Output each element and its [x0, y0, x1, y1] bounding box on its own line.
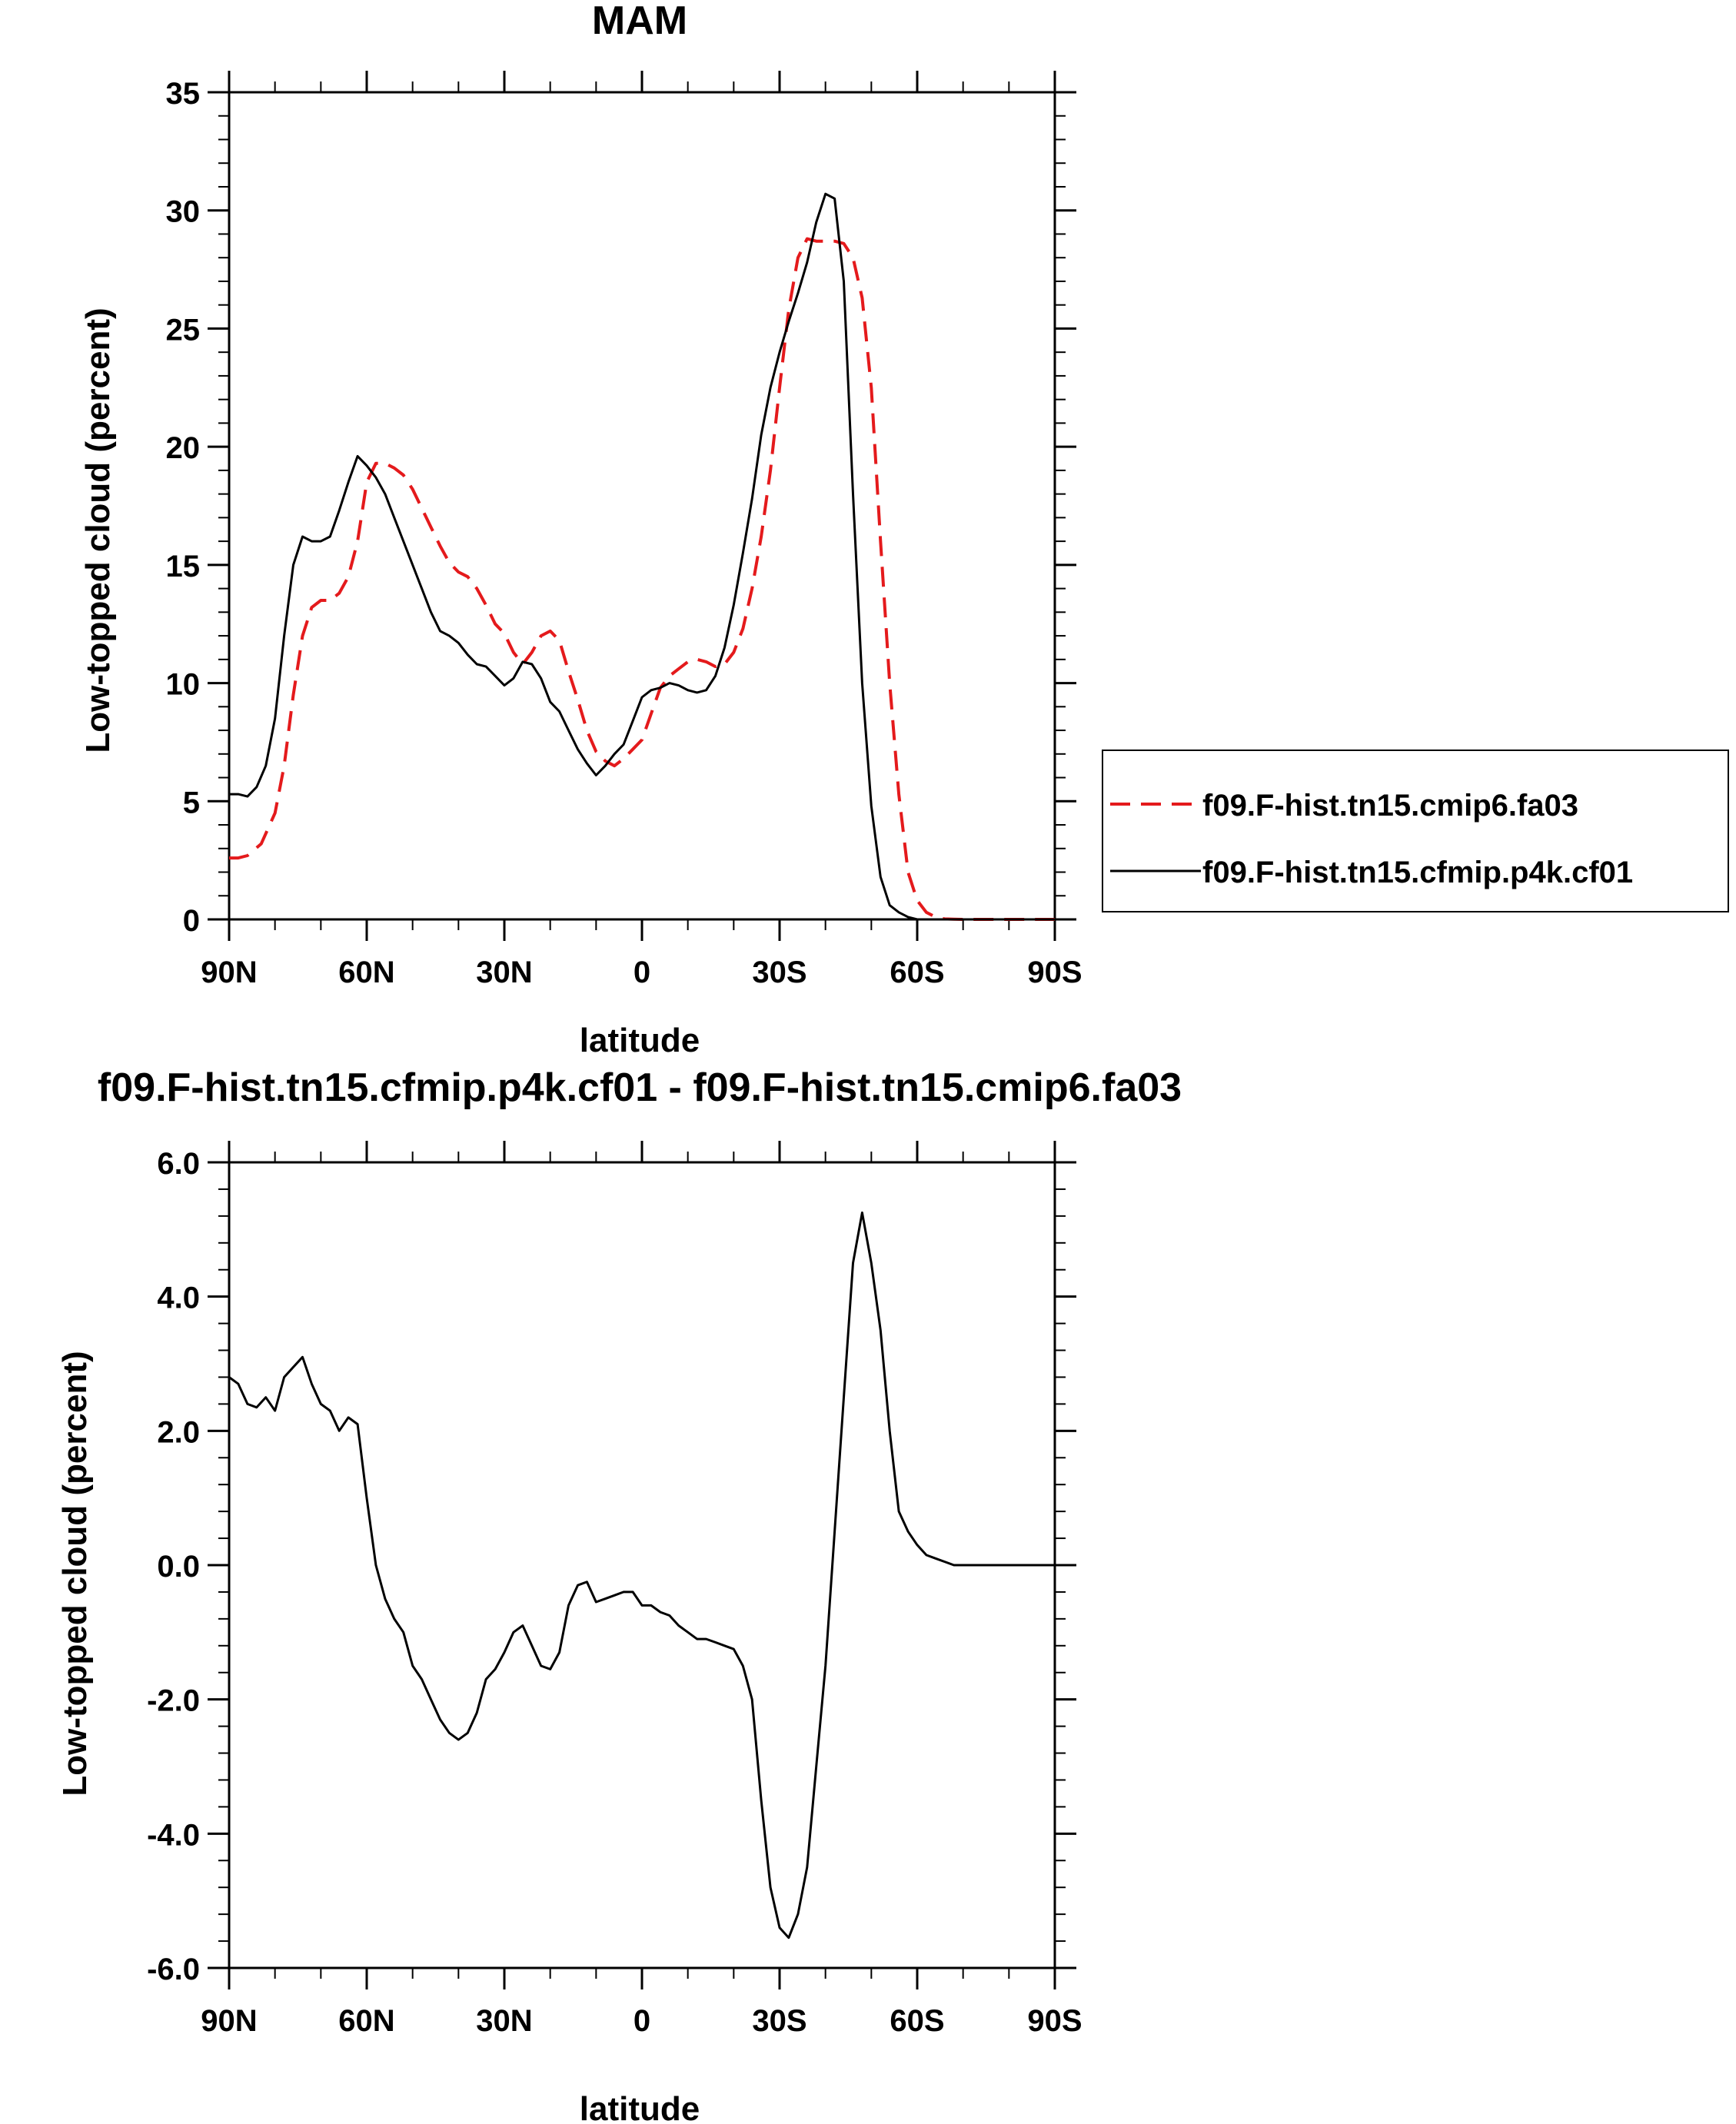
- bottom-y-tick-label: -4.0: [147, 1818, 200, 1852]
- legend-box: [1102, 750, 1729, 912]
- top-y-tick-label: 20: [166, 431, 201, 465]
- top-chart-axes: [208, 71, 1076, 941]
- top-x-axis-label: latitude: [580, 1022, 700, 1059]
- top-y-tick-label: 10: [166, 668, 201, 702]
- top-chart: MAM 90N 60N 30N 0 30S 60S 90S 0 5 10 15 20 25 30 35 l…: [79, 0, 1729, 1059]
- top-x-tick-label: 90S: [1027, 956, 1082, 989]
- bottom-y-tick-label: -2.0: [147, 1684, 200, 1718]
- bottom-x-tick-label: 90N: [201, 2004, 257, 2038]
- bottom-chart-title: f09.F-hist.tn15.cfmip.p4k.cf01 - f09.F-h…: [98, 1065, 1182, 1110]
- top-y-tick-label: 5: [183, 786, 200, 819]
- bottom-y-tick-label: 2.0: [157, 1415, 200, 1449]
- top-x-tick-label: 30N: [476, 956, 532, 989]
- top-series-line-0: [229, 237, 1055, 921]
- top-x-tick-label: 30S: [752, 956, 806, 989]
- top-y-axis-label: Low-topped cloud (percent): [79, 307, 117, 753]
- bottom-chart: f09.F-hist.tn15.cfmip.p4k.cf01 - f09.F-h…: [56, 1065, 1182, 2124]
- top-x-tick-label: 60N: [338, 956, 394, 989]
- bottom-y-tick-label: -6.0: [147, 1953, 200, 1986]
- bottom-chart-axes: [208, 1141, 1076, 1989]
- top-y-tick-label: 15: [166, 550, 201, 583]
- bottom-x-tick-label: 90S: [1027, 2004, 1082, 2038]
- top-x-tick-label: 0: [634, 956, 650, 989]
- top-x-tick-label: 60S: [890, 956, 944, 989]
- bottom-y-tick-label: 0.0: [157, 1550, 200, 1584]
- top-x-tick-label: 90N: [201, 956, 257, 989]
- top-x-tick-labels: 90N 60N 30N 0 30S 60S 90S: [201, 956, 1082, 989]
- bottom-x-tick-label: 30N: [476, 2004, 532, 2038]
- top-y-tick-label: 25: [166, 313, 201, 347]
- top-chart-series: [229, 192, 1055, 921]
- bottom-x-tick-label: 30S: [752, 2004, 806, 2038]
- top-y-tick-label: 35: [166, 77, 201, 111]
- top-y-tick-labels: 0 5 10 15 20 25 30 35: [166, 77, 201, 938]
- bottom-y-tick-labels: -6.0 -4.0 -2.0 0.0 2.0 4.0 6.0: [147, 1147, 200, 1986]
- bottom-x-tick-labels: 90N 60N 30N 0 30S 60S 90S: [201, 2004, 1082, 2038]
- bottom-x-tick-label: 60N: [338, 2004, 394, 2038]
- bottom-series-line-0: [228, 1212, 1055, 1940]
- legend-label-cmip6: f09.F-hist.tn15.cmip6.fa03: [1202, 789, 1578, 823]
- top-series-line-1: [229, 192, 1055, 921]
- top-y-tick-label: 30: [166, 195, 201, 229]
- top-chart-title: MAM: [592, 0, 687, 43]
- bottom-y-tick-label: 4.0: [157, 1281, 200, 1315]
- top-y-tick-label: 0: [183, 904, 200, 938]
- legend-label-p4k: f09.F-hist.tn15.cfmip.p4k.cf01: [1202, 856, 1633, 889]
- bottom-y-axis-label: Low-topped cloud (percent): [56, 1351, 94, 1796]
- bottom-chart-series: [228, 1212, 1055, 1940]
- legend: f09.F-hist.tn15.cmip6.fa03 f09.F-hist.tn…: [1102, 750, 1729, 912]
- bottom-x-tick-label: 60S: [890, 2004, 944, 2038]
- bottom-y-tick-label: 6.0: [157, 1147, 200, 1181]
- bottom-x-tick-label: 0: [634, 2004, 650, 2038]
- bottom-x-axis-label: latitude: [580, 2090, 700, 2124]
